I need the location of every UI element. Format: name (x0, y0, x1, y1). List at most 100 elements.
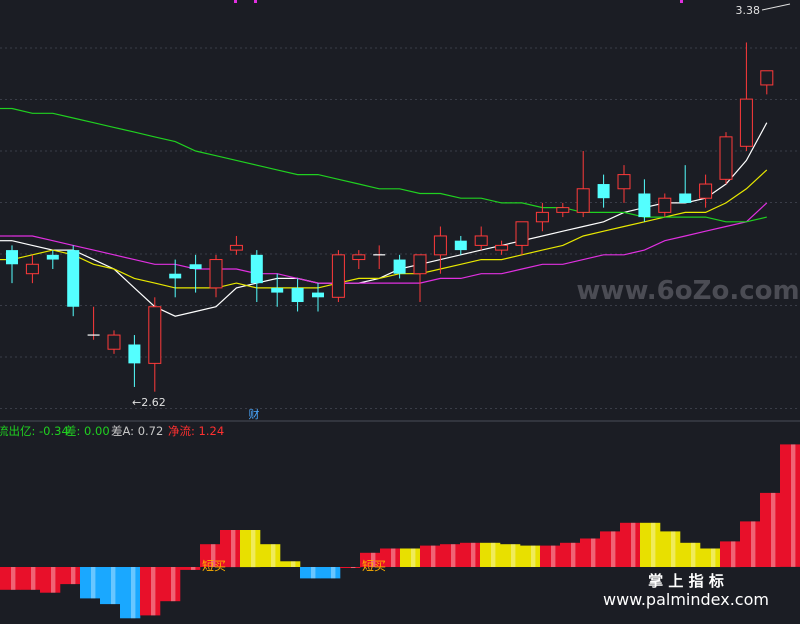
flow-bar (560, 542, 581, 567)
flow-bar-highlight (251, 530, 256, 568)
flow-bar-highlight (711, 548, 716, 567)
candle-body (229, 244, 243, 251)
candle-body (413, 254, 427, 275)
flow-bar-highlight (271, 544, 276, 567)
flow-bar-highlight (71, 567, 76, 585)
flow-bar (280, 561, 301, 567)
candle-body (107, 334, 121, 350)
brand-url: www.palmindex.com (603, 590, 769, 609)
flow-bar (20, 567, 41, 590)
high-price-arrow (761, 3, 791, 11)
flow-bar-highlight (31, 567, 36, 590)
candle-body (699, 183, 713, 199)
flow-bar (460, 542, 481, 567)
candle-body (352, 254, 366, 261)
flow-bar-highlight (731, 541, 736, 568)
candle-body (6, 250, 18, 265)
low-price-label: ←2.62 (132, 396, 166, 409)
candle-body (148, 306, 162, 364)
flow-bar-highlight (51, 567, 56, 593)
flow-bar-highlight (451, 544, 456, 567)
flow-bar (340, 567, 361, 568)
flow-bar (220, 530, 241, 568)
moving-average-line (11, 107, 767, 223)
flow-bar (400, 548, 421, 567)
flow-bar-highlight (91, 567, 96, 599)
candle-body (760, 70, 774, 86)
top-marker (234, 0, 237, 3)
flow-bar-highlight (391, 548, 396, 567)
flow-bar (740, 521, 761, 567)
moving-average-line (11, 169, 768, 289)
flow-bar-highlight (431, 545, 436, 567)
candle-body (597, 184, 610, 199)
candle-body (46, 254, 59, 260)
brand-label: 掌 上 指 标 (648, 572, 724, 590)
flow-bar (240, 530, 261, 568)
flow-bar-highlight (211, 544, 216, 567)
flow-bar (200, 544, 221, 567)
candle-body (433, 235, 447, 256)
candle-body (454, 240, 467, 251)
flow-bar (160, 567, 181, 602)
legend-item: 差A: 0.72 (111, 424, 163, 438)
candle-body (271, 287, 284, 293)
flow-bar-highlight (171, 567, 176, 602)
flow-bar-highlight (331, 567, 336, 579)
event-marker: 财 (249, 407, 260, 421)
flow-bar-highlight (631, 522, 636, 567)
candle-body (331, 254, 345, 298)
candle-body (474, 235, 488, 246)
candle-body (535, 211, 549, 223)
flow-bar (680, 542, 701, 567)
flow-bar (320, 567, 341, 579)
flow-bar (540, 545, 561, 567)
candle-body (556, 207, 570, 213)
flow-bar (580, 538, 601, 567)
flow-bar (760, 492, 781, 567)
flow-bar (360, 552, 381, 568)
flow-bar (700, 548, 721, 567)
flow-bar (60, 567, 81, 585)
candle-body (128, 344, 141, 364)
flow-bar (260, 544, 281, 567)
flow-bar-highlight (791, 444, 796, 567)
flow-bar (380, 548, 401, 567)
candle-body (638, 193, 651, 218)
flow-bar-highlight (471, 542, 476, 567)
flow-bar (80, 567, 101, 599)
flow-bar-highlight (411, 548, 416, 567)
flow-bar-highlight (191, 567, 196, 570)
candle-body (291, 287, 304, 303)
flow-bar-highlight (371, 552, 376, 568)
candle-body (515, 221, 529, 246)
candle-body (658, 197, 672, 213)
candle-body (169, 273, 182, 279)
flow-bar-highlight (591, 538, 596, 567)
flow-bar-highlight (351, 567, 356, 568)
candle-body (250, 254, 263, 284)
flow-bar (100, 567, 121, 605)
flow-bar-highlight (311, 567, 316, 579)
flow-bar-highlight (231, 530, 236, 568)
candle-body (67, 250, 80, 307)
candle-body (393, 259, 406, 274)
top-marker (254, 0, 257, 3)
flow-bar-highlight (611, 531, 616, 567)
flow-bar-highlight (771, 492, 776, 567)
candle-body (25, 263, 39, 275)
flow-bar-highlight (751, 521, 756, 567)
flow-bar-highlight (571, 542, 576, 567)
candle-body (679, 193, 692, 203)
flow-bar-highlight (691, 542, 696, 567)
flow-bar (640, 522, 661, 567)
flow-bar (120, 567, 141, 619)
flow-bar (180, 567, 201, 570)
flow-bar-highlight (671, 531, 676, 567)
flow-bar-highlight (651, 522, 656, 567)
candle-body (189, 264, 202, 269)
candle-body (576, 188, 590, 213)
flow-bar-highlight (151, 567, 156, 616)
